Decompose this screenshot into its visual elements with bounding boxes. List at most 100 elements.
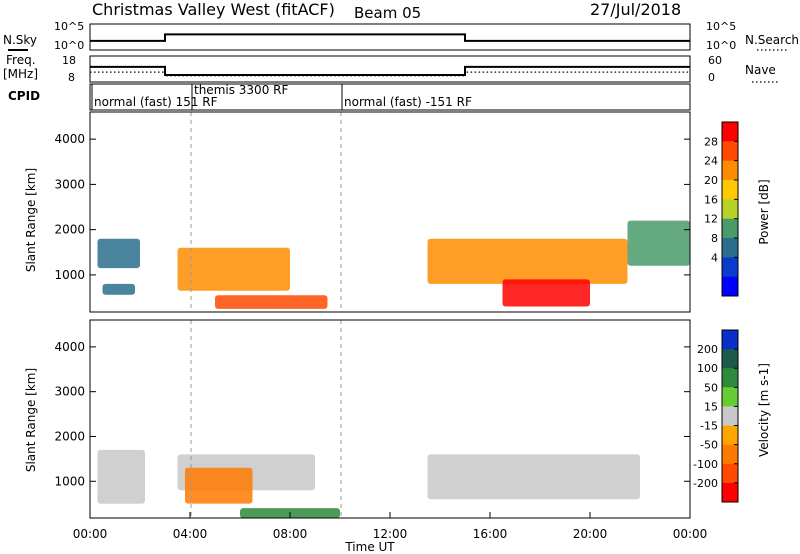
nave-ytick-low: 0 — [708, 71, 715, 84]
cpid-label: CPID — [8, 89, 40, 103]
power-colorbar-label: Power [dB] — [757, 179, 771, 244]
y-tick-label: 3000 — [54, 385, 85, 399]
velocity-colorbar: 200 100 50 15 -15 -50 -100 -200 — [693, 329, 739, 503]
data-region — [627, 220, 690, 266]
velocity-panel: 1000 2000 3000 4000 Slant Range [km] 200 100… — [24, 319, 771, 554]
colorbar-swatch — [722, 199, 738, 220]
y-tick-label: 3000 — [54, 177, 85, 191]
frequency-ytick-high: 18 — [62, 54, 76, 67]
colorbar-tick-label: 12 — [704, 213, 718, 226]
colorbar-tick-label: 8 — [711, 232, 718, 245]
noise-panel: N.Sky 10^5 10^0 10^5 10^0 N.Search — [3, 20, 799, 52]
cpid-panel-frame — [89, 83, 691, 111]
x-tick-label: 20:00 — [573, 527, 608, 541]
colorbar-swatch — [722, 141, 738, 162]
x-tick-label: 12:00 — [373, 527, 408, 541]
colorbar-tick-label: 4 — [711, 251, 718, 264]
colorbar-swatch — [722, 387, 738, 407]
data-region — [185, 467, 253, 504]
y-tick-label: 1000 — [54, 474, 85, 488]
colorbar-swatch — [722, 238, 738, 258]
noise-ytick-low: 10^0 — [54, 39, 84, 52]
date-label: 27/Jul/2018 — [590, 0, 681, 19]
power-regions — [97, 220, 690, 309]
data-region — [502, 279, 590, 307]
colorbar-swatch — [722, 257, 738, 278]
colorbar-swatch — [722, 276, 738, 297]
colorbar-swatch — [722, 463, 738, 484]
time-axis-ticks: 00:00 04:00 08:00 12:00 16:00 20:00 00:00 — [73, 512, 708, 541]
colorbar-swatch — [722, 160, 738, 181]
data-region — [427, 454, 640, 500]
colorbar-swatch — [722, 406, 738, 426]
y-tick-label: 2000 — [54, 223, 85, 237]
noise-right-ytick-low: 10^0 — [706, 39, 736, 52]
velocity-colorbar-label: Velocity [m s-1] — [757, 363, 771, 457]
colorbar-swatch — [722, 349, 738, 369]
colorbar-tick-label: 200 — [697, 343, 718, 356]
frequency-series-line — [90, 65, 690, 76]
y-tick-label: 4000 — [54, 132, 85, 146]
velocity-yticks: 1000 2000 3000 4000 — [54, 340, 690, 488]
colorbar-tick-label: 15 — [704, 400, 718, 413]
y-tick-label: 1000 — [54, 268, 85, 282]
frequency-panel-frame — [89, 55, 691, 83]
noise-search-label: N.Search — [745, 33, 799, 47]
x-tick-label: 08:00 — [273, 527, 308, 541]
time-axis-label: Time UT — [344, 540, 395, 554]
colorbar-swatch — [722, 122, 738, 142]
x-tick-label: 00:00 — [673, 527, 708, 541]
colorbar-swatch — [722, 180, 738, 200]
cpid-segment-label: normal (fast) 151 RF — [94, 95, 218, 109]
data-region — [215, 295, 328, 309]
y-tick-label: 2000 — [54, 429, 85, 443]
colorbar-swatch — [722, 368, 738, 388]
noise-sky-series-line — [90, 33, 690, 42]
data-region — [177, 247, 290, 291]
data-region — [427, 238, 628, 284]
station-title: Christmas Valley West (fitACF) — [92, 0, 335, 19]
data-region — [97, 449, 145, 504]
noise-panel-frame — [89, 23, 691, 51]
colorbar-frame — [721, 329, 739, 503]
power-panel: 1000 2000 3000 4000 Slant Range [km] 28 24 20… — [24, 111, 771, 313]
cpid-segment-label: normal (fast) -151 RF — [344, 95, 472, 109]
colorbar-swatch — [722, 425, 738, 446]
colorbar-swatch — [722, 330, 738, 350]
power-yticks: 1000 2000 3000 4000 — [54, 132, 690, 282]
frequency-ytick-low: 8 — [68, 71, 75, 84]
colorbar-tick-label: -200 — [693, 477, 718, 490]
colorbar-tick-label: -15 — [700, 420, 718, 433]
colorbar-tick-label: 16 — [704, 193, 718, 206]
noise-sky-label: N.Sky — [3, 33, 37, 47]
velocity-ylabel: Slant Range [km] — [24, 368, 38, 472]
colorbar-swatch — [722, 444, 738, 465]
frequency-panel: Freq. [MHz] 18 8 60 0 Nave — [3, 53, 780, 84]
colorbar-frame — [721, 121, 739, 297]
data-region — [102, 283, 135, 295]
colorbar-swatch — [722, 218, 738, 239]
colorbar-swatch — [722, 482, 738, 503]
nave-label: Nave — [745, 63, 776, 77]
frequency-unit-label: [MHz] — [3, 67, 38, 81]
data-region — [97, 238, 140, 269]
x-tick-label: 04:00 — [173, 527, 208, 541]
colorbar-tick-label: -100 — [693, 458, 718, 471]
velocity-regions — [97, 449, 640, 518]
nave-ytick-high: 60 — [708, 54, 722, 67]
noise-right-ytick-high: 10^5 — [706, 20, 736, 33]
x-tick-label: 00:00 — [73, 527, 108, 541]
colorbar-tick-label: 50 — [704, 381, 718, 394]
colorbar-tick-label: 20 — [704, 174, 718, 187]
y-tick-label: 4000 — [54, 340, 85, 354]
x-tick-label: 16:00 — [473, 527, 508, 541]
nave-series-line — [90, 71, 690, 77]
cpid-segment-label: themis 3300 RF — [194, 83, 288, 97]
power-ylabel: Slant Range [km] — [24, 168, 38, 272]
noise-ytick-high: 10^5 — [54, 20, 84, 33]
power-panel-frame — [89, 111, 691, 313]
beam-label: Beam 05 — [354, 4, 421, 22]
colorbar-tick-label: 28 — [704, 135, 718, 148]
